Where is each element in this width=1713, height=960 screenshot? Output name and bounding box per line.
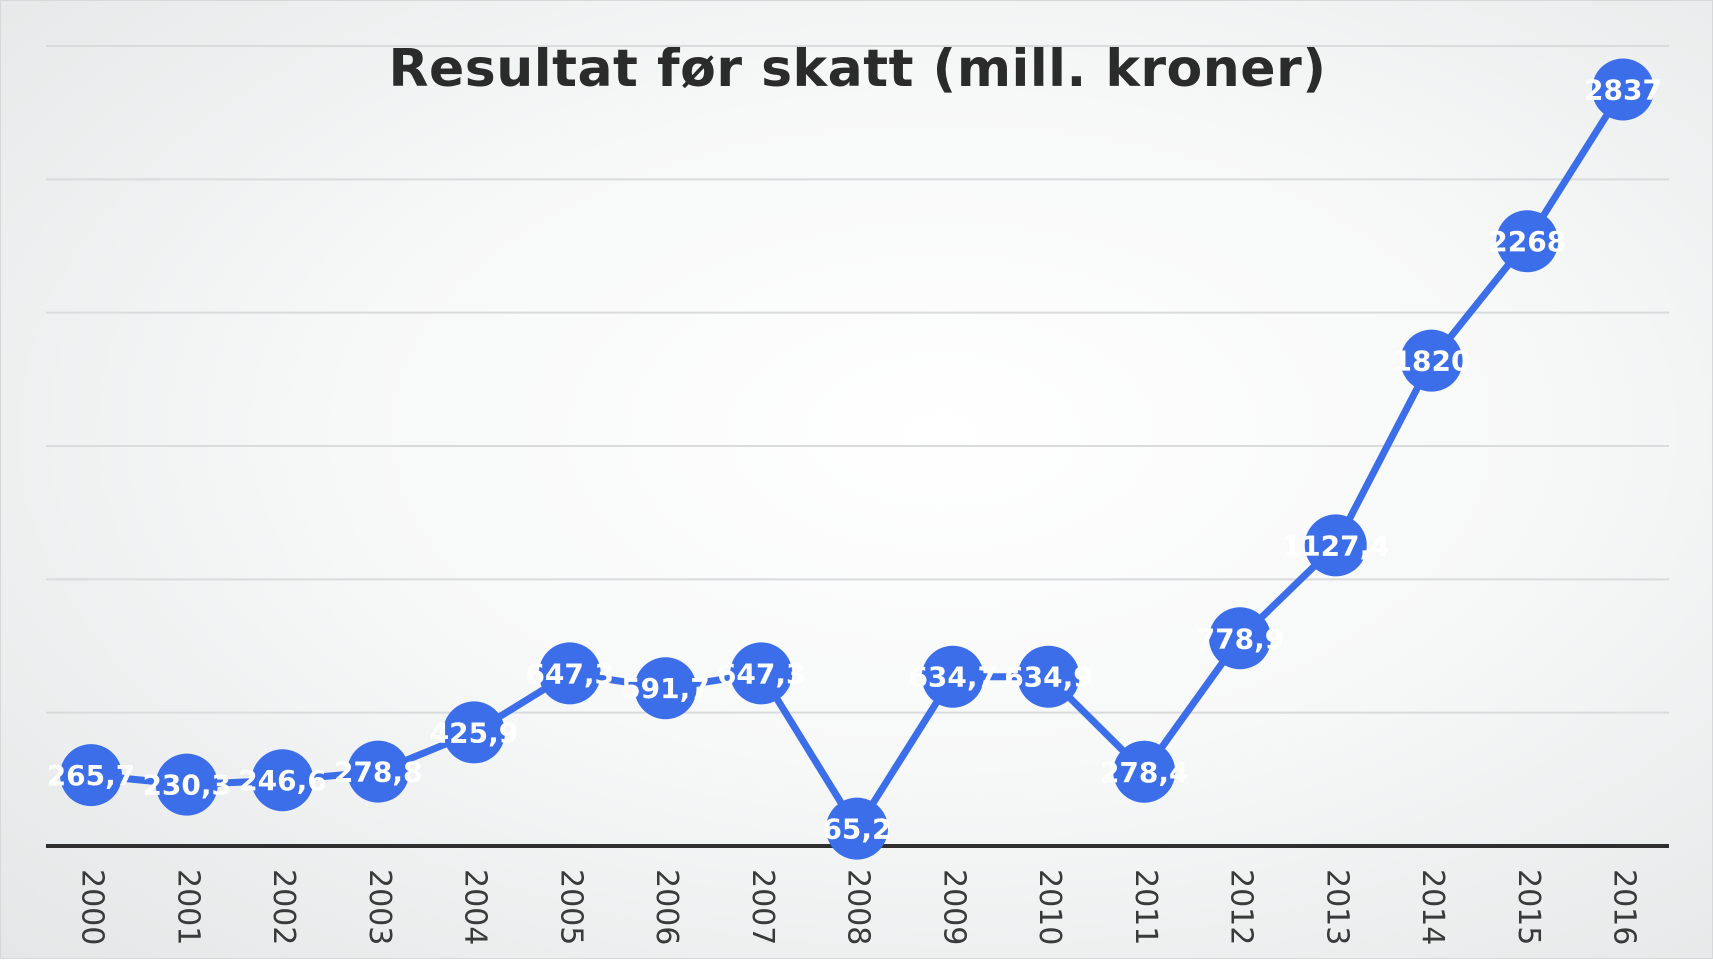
data-point [921,645,984,708]
series-line [90,87,1626,833]
x-tick-label: 2013 [1319,869,1354,945]
data-point [1113,740,1176,803]
x-tick-label: 2016 [1607,869,1642,945]
x-tick-label: 2004 [458,869,493,945]
x-tick-label: 2009 [936,869,971,945]
data-label: 65,2 [822,813,891,846]
data-point [347,740,410,803]
data-label: 2837 [1584,73,1662,106]
data-label: 591,7 [621,672,710,705]
x-tick-label: 2006 [649,869,684,945]
data-point [1592,58,1654,121]
data-point [1304,514,1367,577]
data-label: 425,9 [430,716,519,749]
data-label: 278,8 [334,756,423,789]
x-tick-label: 2005 [553,869,588,945]
data-point [634,657,697,720]
data-label: 647,3 [525,657,614,690]
data-point [443,701,505,764]
data-label: 1127,4 [1282,529,1390,562]
x-tick-label: 2014 [1415,869,1450,945]
data-label: 2268 [1488,225,1566,258]
x-tick-label: 2001 [170,869,205,945]
data-label: 230,3 [142,769,231,802]
data-label: 278,4 [1100,756,1189,789]
data-point [1496,210,1559,273]
data-point [60,744,122,807]
data-label: 265,7 [47,759,136,792]
data-point [155,753,218,816]
data-point [1017,645,1080,708]
data-point [1209,607,1271,670]
data-point [251,749,314,812]
data-label: 634,9 [1004,661,1093,694]
x-tick-label: 2010 [1032,869,1067,945]
data-label: 246,6 [238,764,327,797]
x-tick-label: 2015 [1511,869,1546,945]
x-tick-label: 2002 [266,869,301,945]
x-tick-label: 2003 [362,869,397,945]
x-tick-label: 2011 [1128,869,1163,945]
data-label: 634,7 [908,661,997,694]
data-label: 647,3 [717,657,806,690]
data-point [1400,329,1463,392]
data-point [730,642,793,705]
data-point [538,642,601,705]
data-label: 1820 [1393,345,1471,378]
x-tick-label: 2012 [1224,869,1259,945]
data-label: 778,9 [1196,622,1285,655]
data-point [826,797,888,860]
chart-title: Resultat før skatt (mill. kroner) [388,39,1327,99]
x-tick-label: 2000 [75,869,110,945]
x-tick-label: 2007 [745,869,780,945]
x-tick-label: 2008 [841,869,876,945]
